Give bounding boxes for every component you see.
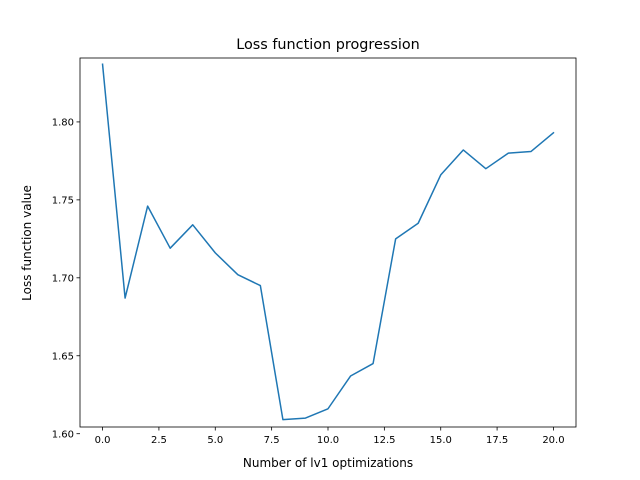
x-tick-label: 7.5 — [264, 435, 280, 446]
x-tick-label: 12.5 — [373, 435, 395, 446]
series-line — [101, 63, 555, 421]
x-tick-label: 2.5 — [151, 435, 167, 446]
y-tick-label: 1.70 — [52, 273, 74, 284]
chart-title: Loss function progression — [236, 37, 420, 53]
y-tick-label: 1.80 — [52, 118, 74, 129]
x-tick-label: 20.0 — [542, 435, 564, 446]
x-tick-label: 5.0 — [207, 435, 223, 446]
x-axis-label: Number of lv1 optimizations — [243, 456, 413, 470]
y-axis-label: Loss function value — [20, 185, 34, 301]
axis-ticks: 0.0 2.5 5.0 7.5 10.0 12.5 15.0 17.5 20.0 1.60 1.65… — [52, 118, 565, 446]
y-tick-label: 1.75 — [52, 195, 74, 206]
x-tick-label: 10.0 — [317, 435, 339, 446]
y-tick-label: 1.65 — [52, 351, 74, 362]
x-tick-label: 15.0 — [430, 435, 452, 446]
x-tick-label: 0.0 — [95, 435, 111, 446]
y-tick-label: 1.60 — [52, 429, 74, 440]
x-tick-label: 17.5 — [486, 435, 508, 446]
